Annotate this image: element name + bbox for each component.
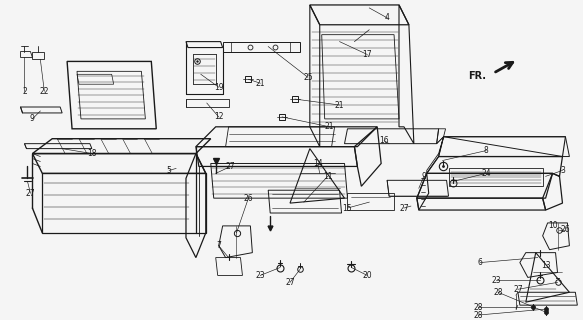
Text: 17: 17 <box>363 50 372 59</box>
Text: 28: 28 <box>473 310 483 320</box>
Text: 8: 8 <box>484 146 489 155</box>
Text: 27: 27 <box>226 162 236 171</box>
Text: 19: 19 <box>214 83 223 92</box>
Text: 18: 18 <box>87 149 97 158</box>
Text: 13: 13 <box>541 261 550 270</box>
Text: 23: 23 <box>255 271 265 280</box>
Text: 4: 4 <box>385 13 389 22</box>
Text: 27: 27 <box>399 204 409 212</box>
Text: 3: 3 <box>560 166 565 175</box>
Text: 20: 20 <box>363 271 372 280</box>
Text: 26: 26 <box>244 194 253 203</box>
Text: 6: 6 <box>478 258 483 267</box>
Text: 28: 28 <box>473 303 483 312</box>
Text: 26: 26 <box>561 225 570 234</box>
Text: 27: 27 <box>285 278 295 287</box>
Text: 21: 21 <box>255 79 265 88</box>
Text: 2: 2 <box>22 87 27 96</box>
Text: 22: 22 <box>40 87 49 96</box>
Text: 5: 5 <box>167 166 171 175</box>
Text: FR.: FR. <box>468 71 486 81</box>
Text: 11: 11 <box>323 172 332 181</box>
Text: 9: 9 <box>422 172 426 181</box>
Text: 14: 14 <box>313 159 322 168</box>
Text: 21: 21 <box>335 100 345 109</box>
Text: 28: 28 <box>493 288 503 297</box>
Text: 27: 27 <box>513 285 523 294</box>
Text: 27: 27 <box>26 189 35 198</box>
Text: 12: 12 <box>214 112 223 121</box>
Text: 23: 23 <box>491 276 501 285</box>
Text: 21: 21 <box>325 122 335 131</box>
Text: 15: 15 <box>343 204 352 212</box>
Text: 16: 16 <box>380 136 389 145</box>
Text: 25: 25 <box>303 73 312 82</box>
Text: 24: 24 <box>482 169 491 178</box>
Text: 10: 10 <box>548 221 557 230</box>
Text: 9: 9 <box>30 114 35 124</box>
Text: 7: 7 <box>216 241 221 250</box>
